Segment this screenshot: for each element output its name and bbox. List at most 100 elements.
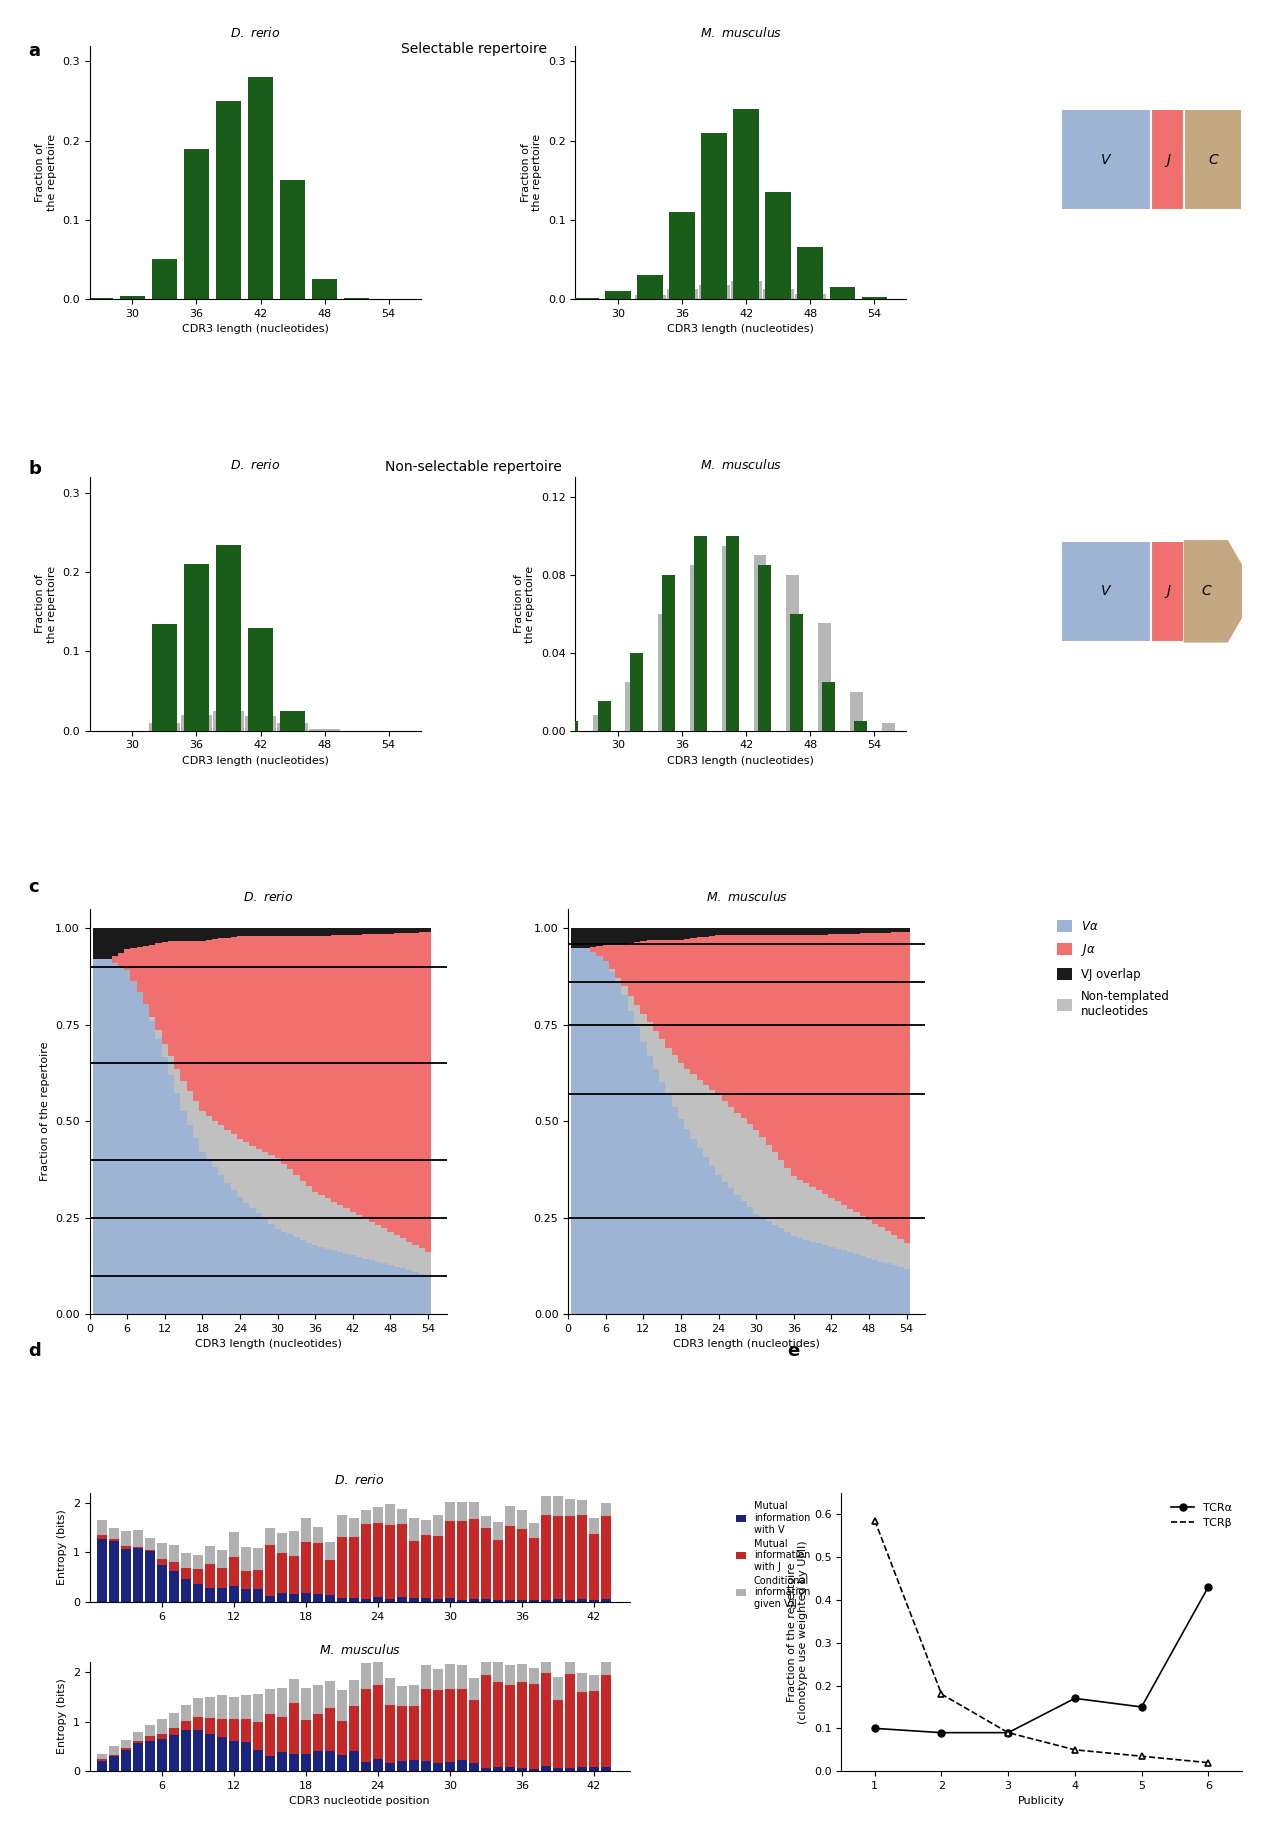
Bar: [237, 937, 243, 1139]
Bar: [356, 928, 362, 935]
Bar: [381, 928, 388, 933]
Bar: [529, 1769, 539, 1771]
Bar: [372, 1662, 383, 1685]
Bar: [293, 928, 300, 937]
Bar: [332, 928, 337, 935]
Bar: [709, 1090, 716, 1167]
Bar: [372, 1685, 383, 1760]
TCRβ: [1201, 1751, 1216, 1773]
Bar: [406, 1242, 412, 1271]
Bar: [517, 1768, 527, 1771]
Y-axis label: Fraction of
the repertoire: Fraction of the repertoire: [521, 133, 543, 210]
Bar: [252, 1570, 262, 1589]
Bar: [797, 1180, 804, 1238]
Bar: [703, 937, 709, 1085]
Bar: [361, 1662, 371, 1689]
Bar: [169, 1570, 179, 1601]
Bar: [211, 939, 218, 1121]
Bar: [860, 1256, 865, 1315]
Bar: [540, 1673, 550, 1766]
Bar: [603, 928, 609, 944]
Bar: [433, 1691, 443, 1762]
Bar: [504, 1665, 515, 1685]
Bar: [161, 1044, 168, 1057]
Bar: [790, 614, 803, 730]
Bar: [457, 1521, 467, 1600]
Bar: [854, 933, 860, 1212]
Bar: [356, 1214, 362, 1256]
Bar: [174, 1068, 180, 1094]
Bar: [804, 935, 809, 1183]
Bar: [504, 1527, 515, 1600]
Bar: [265, 1689, 275, 1715]
Bar: [397, 1508, 407, 1523]
Bar: [362, 1218, 369, 1258]
Bar: [150, 1021, 155, 1315]
Bar: [244, 716, 276, 730]
TCRβ: [1068, 1738, 1083, 1760]
Bar: [627, 1012, 634, 1315]
Bar: [187, 940, 193, 1092]
Bar: [553, 1768, 563, 1771]
Bar: [577, 1499, 588, 1516]
Bar: [529, 1523, 539, 1537]
Bar: [205, 1735, 215, 1771]
Bar: [818, 623, 831, 730]
Bar: [759, 1138, 765, 1218]
Bar: [269, 1156, 274, 1223]
Bar: [481, 1674, 490, 1768]
Bar: [211, 1167, 218, 1315]
Bar: [444, 1521, 454, 1598]
Bar: [854, 1212, 860, 1254]
Bar: [137, 928, 143, 948]
Bar: [384, 1678, 394, 1705]
Bar: [716, 1176, 722, 1315]
Bar: [216, 1589, 227, 1601]
Bar: [325, 935, 332, 1198]
Bar: [301, 1720, 311, 1755]
Bar: [161, 1057, 168, 1315]
Bar: [287, 928, 293, 937]
X-axis label: CDR3 nucleotide position: CDR3 nucleotide position: [289, 1797, 430, 1806]
Bar: [205, 1563, 215, 1589]
Bar: [746, 928, 753, 935]
Bar: [778, 1229, 785, 1315]
Bar: [529, 1667, 539, 1684]
Bar: [349, 1212, 356, 1254]
Bar: [312, 928, 319, 937]
Bar: [168, 928, 174, 942]
Bar: [678, 940, 684, 1063]
Bar: [325, 1707, 335, 1751]
Bar: [504, 1600, 515, 1601]
Bar: [797, 935, 804, 1180]
Bar: [847, 1253, 854, 1315]
Bar: [421, 1521, 431, 1536]
Bar: [616, 928, 621, 944]
Bar: [375, 1225, 381, 1262]
Bar: [540, 1495, 550, 1516]
Bar: [854, 928, 860, 933]
Bar: [468, 1600, 479, 1601]
Bar: [348, 1537, 358, 1598]
Bar: [529, 1684, 539, 1769]
Bar: [280, 181, 306, 299]
Bar: [205, 1698, 215, 1718]
Bar: [325, 928, 332, 935]
Bar: [133, 1548, 143, 1601]
TCRα: [867, 1718, 882, 1740]
Bar: [822, 935, 828, 1194]
Bar: [155, 1039, 161, 1315]
Bar: [778, 935, 785, 1160]
Legend: Mutual
information
with V, Mutual
information
with J, Conditional
information
gi: Mutual information with V, Mutual inform…: [732, 1497, 814, 1612]
Bar: [287, 937, 293, 1169]
Bar: [356, 935, 362, 1214]
Bar: [433, 1762, 443, 1771]
Bar: [262, 937, 269, 1152]
Bar: [312, 1527, 323, 1543]
Bar: [337, 1720, 347, 1755]
Bar: [493, 1766, 503, 1771]
Bar: [280, 935, 287, 1163]
TCRα: [934, 1722, 950, 1744]
Bar: [564, 1499, 575, 1516]
FancyBboxPatch shape: [1151, 540, 1184, 643]
